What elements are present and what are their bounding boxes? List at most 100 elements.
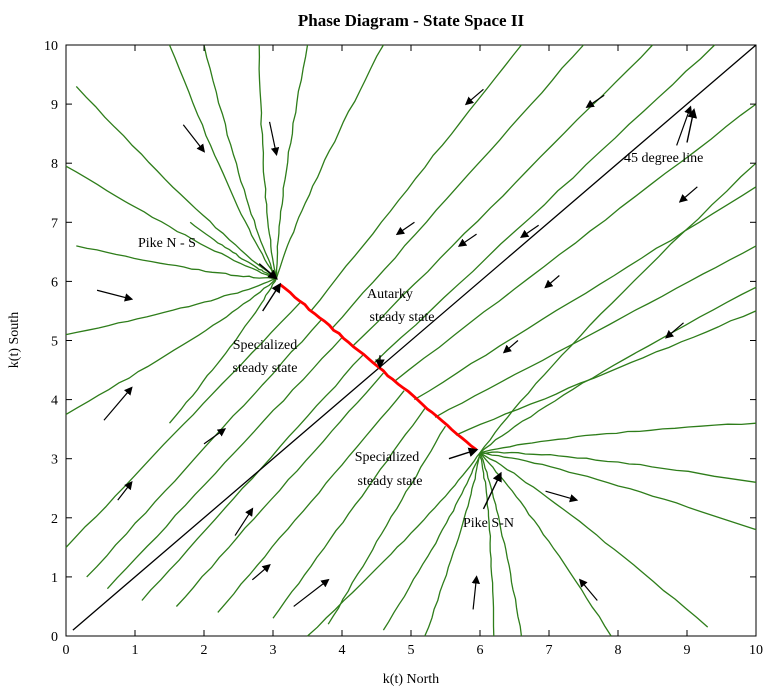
trajectory-to-pike-sn — [479, 452, 709, 628]
y-tick-label: 1 — [51, 571, 58, 586]
trajectory-to-pike-sn — [479, 451, 757, 483]
trajectory-to-pike-ns — [275, 44, 384, 279]
direction-arrow — [545, 490, 579, 503]
trajectory-to-pike-sn — [479, 162, 757, 454]
x-tick-label: 8 — [615, 643, 622, 658]
y-tick-label: 5 — [51, 335, 58, 350]
x-tick-label: 2 — [201, 643, 208, 658]
x-axis-label: k(t) North — [383, 672, 439, 687]
trajectory-to-pike-ns — [65, 165, 277, 280]
trajectory-to-pike-ns — [65, 277, 277, 336]
x-tick-label: 6 — [477, 643, 484, 658]
trajectory-to-pike-ns — [275, 44, 309, 279]
series-lines — [72, 44, 757, 631]
trajectory-to-autarky — [434, 245, 757, 418]
pointer-arrow-pike-ns — [258, 263, 278, 280]
x-tick-label: 7 — [546, 643, 553, 658]
trajectory-to-autarky — [393, 103, 757, 383]
direction-arrow — [293, 578, 330, 607]
annotation-specialized-sn-line2: steady state — [358, 474, 423, 489]
pointer-arrow-pike-sn — [482, 471, 502, 510]
y-tick-label: 4 — [51, 394, 58, 409]
direction-arrow — [182, 124, 206, 153]
pointer-arrow-specialized-ns — [262, 282, 281, 312]
annotation-autarky-line1: Autarky — [367, 287, 413, 302]
x-tick-label: 3 — [270, 643, 277, 658]
trajectory-to-pike-ns — [258, 44, 278, 279]
trajectory-to-autarky — [272, 408, 426, 619]
y-tick-label: 6 — [51, 275, 58, 290]
trajectory-to-pike-sn — [479, 452, 523, 637]
y-axis: 0 1 2 3 4 5 6 7 8 9 10 — [44, 39, 756, 645]
trajectory-to-pike-sn — [382, 452, 481, 631]
direction-arrow — [234, 507, 254, 536]
y-tick-label: 7 — [51, 216, 58, 231]
trajectory-to-autarky — [414, 186, 757, 401]
y-tick-label: 2 — [51, 512, 58, 527]
direction-arrow — [520, 224, 539, 239]
trajectory-to-pike-ns — [65, 277, 277, 415]
trajectory-to-autarky — [310, 44, 522, 312]
x-tick-label: 9 — [684, 643, 691, 658]
chart-title: Phase Diagram - State Space II — [298, 11, 525, 30]
direction-arrow — [395, 221, 415, 236]
direction-arrow — [117, 481, 133, 501]
pointer-arrow-specialized-sn — [448, 447, 479, 460]
y-axis-label: k(t) South — [7, 312, 22, 368]
annotations: Pike N - S Specialized steady state Auta… — [138, 151, 703, 531]
trajectory-to-pike-ns — [189, 221, 277, 279]
x-tick-label: 5 — [408, 643, 415, 658]
trajectory-to-pike-ns — [203, 44, 278, 279]
x-axis: 0 1 2 3 4 5 6 7 8 9 10 — [63, 45, 763, 658]
y-tick-label: 9 — [51, 98, 58, 113]
direction-arrow — [678, 186, 698, 203]
trajectory-to-pike-sn — [424, 452, 481, 637]
direction-arrow — [471, 575, 481, 610]
y-tick-label: 0 — [51, 630, 58, 645]
direction-arrow — [203, 428, 227, 445]
trajectory-to-autarky — [331, 44, 584, 330]
trajectory-to-autarky — [351, 44, 653, 347]
y-tick-label: 8 — [51, 157, 58, 172]
annotation-specialized-sn-line1: Specialized — [355, 450, 420, 465]
trajectory-to-autarky — [106, 337, 343, 590]
trajectory-to-pike-sn — [479, 452, 495, 637]
trajectory-to-pike-ns — [75, 85, 277, 279]
trajectory-to-pike-sn — [479, 452, 757, 531]
trajectory-to-autarky — [327, 425, 447, 625]
trajectory-to-pike-ns — [168, 44, 277, 279]
direction-arrow — [96, 289, 134, 302]
x-tick-label: 10 — [749, 643, 763, 658]
direction-arrow — [502, 340, 519, 354]
trajectory-to-pike-sn — [479, 422, 757, 454]
trajectory-to-autarky — [455, 310, 757, 436]
trajectory-to-pike-ns — [76, 245, 277, 280]
direction-arrow — [544, 275, 560, 289]
annotation-specialized-ns-line1: Specialized — [233, 338, 298, 353]
trajectory-to-autarky — [372, 44, 716, 365]
x-tick-label: 1 — [132, 643, 139, 658]
direction-arrow — [103, 386, 133, 421]
annotation-autarky-line2: steady state — [370, 310, 435, 325]
x-tick-label: 0 — [63, 643, 70, 658]
direction-arrow — [585, 94, 605, 109]
plot-area — [65, 44, 757, 637]
trajectory-to-autarky — [175, 372, 384, 607]
y-tick-label: 10 — [44, 39, 58, 54]
direction-arrow — [676, 105, 693, 146]
trajectory-to-pike-ns — [169, 278, 277, 424]
direction-arrow — [251, 563, 271, 581]
direction-arrow — [665, 322, 684, 339]
trajectory-to-pike-sn — [307, 452, 481, 637]
direction-arrow — [464, 88, 484, 106]
direction-arrow — [457, 233, 477, 247]
trajectory-to-pike-sn — [479, 452, 612, 637]
trajectory-to-autarky — [141, 354, 364, 601]
direction-arrows — [96, 88, 698, 610]
trajectory-to-autarky — [65, 301, 302, 548]
annotation-pike-sn: Pike S-N — [463, 516, 514, 531]
direction-arrow — [578, 578, 598, 601]
trajectory-to-pike-sn — [479, 286, 757, 454]
trajectory-to-autarky — [217, 390, 405, 613]
